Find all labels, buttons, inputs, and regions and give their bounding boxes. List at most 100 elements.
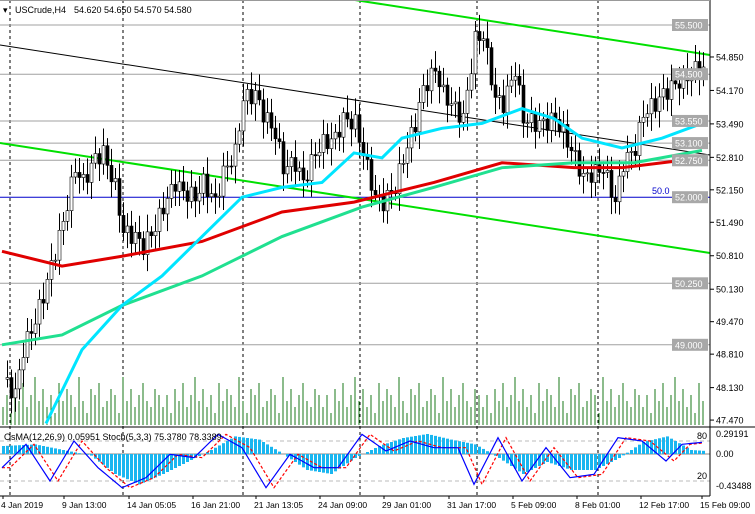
osma-bar: [618, 454, 621, 458]
osma-bar: [258, 439, 261, 454]
osma-bar: [290, 454, 293, 460]
osma-bar: [30, 444, 33, 454]
osma-bar: [654, 439, 657, 454]
candle-body: [157, 207, 162, 232]
osma-bar: [582, 454, 585, 470]
candle-body: [85, 174, 90, 183]
candle-body: [125, 225, 130, 233]
candle-body: [25, 331, 30, 358]
osma-bar: [242, 437, 245, 454]
trendline: [0, 142, 711, 254]
osma-bar: [354, 454, 357, 458]
ma-mid-line: [1, 148, 703, 347]
level-tag: 52.000: [675, 193, 703, 203]
candle-body: [409, 127, 414, 149]
osma-bar: [278, 451, 281, 454]
osma-bar: [398, 439, 401, 454]
osma-bar: [442, 437, 445, 454]
time-tick-label: 29 Jan 01:00: [382, 500, 431, 510]
level-tag-bg: [672, 114, 708, 127]
price-tick-label: 54.850: [716, 52, 744, 62]
osma-bar: [526, 454, 529, 472]
candle-body: [537, 120, 542, 132]
osma-bar: [474, 444, 477, 454]
candle-body: [401, 162, 406, 165]
osma-bar: [414, 436, 417, 454]
osma-bar: [610, 454, 613, 462]
candle-body: [565, 124, 570, 148]
candle-body: [641, 116, 646, 123]
candle-body: [193, 186, 198, 202]
candle-body: [97, 153, 102, 165]
candle-body: [405, 147, 410, 164]
candle-body: [93, 153, 98, 164]
osma-bar: [586, 454, 589, 470]
candle-body: [101, 145, 106, 165]
candle-body: [465, 89, 470, 114]
osma-bar: [438, 436, 441, 454]
osma-bar: [114, 454, 117, 474]
time-tick-label: 8 Feb 01:00: [575, 500, 621, 510]
osma-bar: [50, 447, 53, 454]
level-tag-bg: [672, 338, 708, 351]
osma-bar: [566, 454, 569, 469]
candle-body: [513, 75, 518, 81]
osma-bar: [494, 454, 497, 456]
candle-body: [637, 122, 642, 156]
candle-body: [481, 38, 486, 41]
osma-bar: [266, 444, 269, 454]
candle-body: [13, 388, 18, 399]
candle-body: [441, 84, 446, 88]
candle-body: [161, 207, 166, 215]
osma-bar: [530, 454, 533, 470]
price-tick-label: 49.470: [716, 317, 744, 327]
stoch-main-line: [1, 433, 703, 489]
osma-bar: [146, 454, 149, 481]
osma-bar: [434, 435, 437, 454]
osma-bar: [58, 449, 61, 454]
osma-bar: [510, 454, 513, 466]
candle-body: [5, 377, 10, 380]
candle-body: [69, 176, 74, 211]
candle-body: [285, 166, 290, 175]
osma-bar: [478, 446, 481, 454]
candle-body: [649, 98, 654, 115]
level-tag: 54.500: [675, 70, 703, 80]
osma-bar: [562, 454, 565, 468]
candle-body: [145, 231, 150, 255]
osma-bar: [150, 454, 153, 480]
time-tick-label: 21 Jan 13:05: [254, 500, 303, 510]
osma-bar: [186, 454, 189, 462]
candle-body: [81, 174, 86, 178]
osma-bar: [250, 438, 253, 454]
candle-body: [153, 231, 158, 237]
candle-body: [329, 138, 334, 149]
candle-body: [477, 31, 482, 41]
candle-body: [413, 127, 418, 133]
osma-bar: [346, 454, 349, 464]
candle-body: [297, 167, 302, 172]
osma-bar: [142, 454, 145, 483]
candle-body: [89, 162, 94, 183]
osma-bar: [134, 454, 137, 483]
osma-bar: [182, 454, 185, 464]
candle-body: [129, 225, 134, 244]
candle-body: [645, 113, 650, 118]
osma-bar: [322, 454, 325, 473]
candle-body: [397, 163, 402, 194]
osma-bar: [666, 436, 669, 454]
osma-bar: [286, 454, 289, 457]
osma-bar: [470, 443, 473, 454]
osma-bar: [14, 445, 17, 454]
candle-body: [45, 279, 50, 304]
osma-bar: [418, 435, 421, 454]
candle-body: [533, 113, 538, 132]
candle-body: [281, 141, 286, 175]
candle-body: [293, 157, 298, 172]
candle-body: [273, 127, 278, 140]
osma-bar: [10, 445, 13, 454]
time-tick-label: 9 Jan 13:00: [62, 500, 107, 510]
osma-bar: [178, 454, 181, 466]
dropdown-arrow-icon[interactable]: ▾: [3, 5, 8, 15]
